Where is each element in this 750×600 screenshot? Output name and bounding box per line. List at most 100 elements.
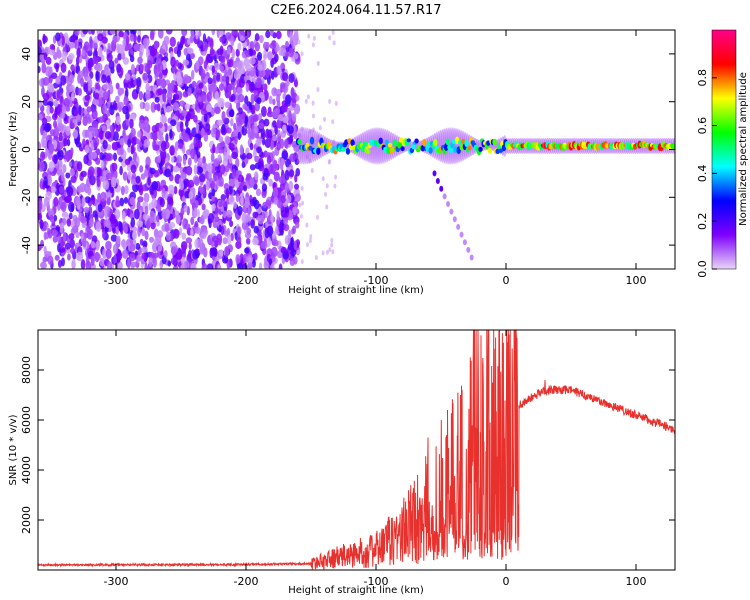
heatmap-cell xyxy=(175,59,179,67)
heatmap-cell xyxy=(186,166,192,176)
heatmap-cell xyxy=(99,130,104,140)
heatmap-cell xyxy=(44,250,51,258)
heatmap-cell xyxy=(422,138,427,147)
heatmap-cell xyxy=(109,186,114,194)
heatmap-cell xyxy=(54,254,60,261)
heatmap-cell xyxy=(262,172,269,181)
heatmap-cell xyxy=(83,206,90,213)
heatmap-cell xyxy=(209,38,214,49)
heatmap-cell xyxy=(43,52,48,60)
heatmap-cell xyxy=(93,99,99,106)
heatmap-cell xyxy=(46,104,52,116)
heatmap-cell xyxy=(163,35,170,46)
heatmap-cell xyxy=(125,117,129,126)
heatmap-cell xyxy=(184,260,190,269)
heatmap-cell xyxy=(309,136,315,145)
heatmap-cell xyxy=(252,196,257,207)
heatmap-cell xyxy=(236,226,241,238)
heatmap-cell xyxy=(272,109,279,119)
heatmap-cell xyxy=(132,73,137,81)
heatmap-cell xyxy=(122,249,129,259)
spectrogram-x-ticks: -300 -200 -100 0 100 xyxy=(104,30,647,287)
heatmap-cell xyxy=(197,56,204,66)
heatmap-cell xyxy=(145,89,151,101)
heatmap-cell xyxy=(98,116,105,123)
heatmap-cell xyxy=(105,154,111,162)
heatmap-cell xyxy=(102,248,107,259)
heatmap-cell xyxy=(125,111,130,120)
heatmap-cell xyxy=(146,164,150,171)
heatmap-cell xyxy=(110,234,118,242)
heatmap-cell xyxy=(100,191,107,202)
heatmap-cell xyxy=(87,30,92,35)
heatmap-cell xyxy=(254,155,260,163)
heatmap-cell xyxy=(378,137,383,145)
heatmap-cell xyxy=(224,165,230,173)
heatmap-cell xyxy=(62,231,67,243)
heatmap-cell xyxy=(48,143,55,155)
heatmap-cell xyxy=(68,212,73,220)
heatmap-cell xyxy=(144,205,149,215)
heatmap-cell xyxy=(459,231,464,238)
heatmap-cell xyxy=(111,224,116,233)
heatmap-cell xyxy=(287,125,294,135)
heatmap-cell xyxy=(38,213,43,221)
heatmap-cell xyxy=(244,247,250,254)
heatmap-cell xyxy=(183,204,188,213)
heatmap-cell xyxy=(88,166,95,177)
heatmap-cell xyxy=(166,105,172,113)
heatmap-cell xyxy=(176,75,183,86)
heatmap-cell xyxy=(66,218,72,227)
heatmap-cell xyxy=(182,74,190,85)
heatmap-cell xyxy=(198,173,206,183)
heatmap-cell xyxy=(121,210,126,222)
heatmap-cell xyxy=(328,35,332,41)
heatmap-cell xyxy=(84,196,91,204)
heatmap-cell xyxy=(151,130,158,142)
heatmap-cell xyxy=(66,186,74,197)
heatmap-cell xyxy=(182,90,189,98)
heatmap-cell xyxy=(220,205,225,213)
heatmap-cell xyxy=(452,216,457,223)
heatmap-cell xyxy=(446,200,451,207)
heatmap-cell xyxy=(435,178,440,185)
heatmap-cell xyxy=(267,51,273,61)
heatmap-cell xyxy=(76,47,81,58)
heatmap-cell xyxy=(235,254,241,265)
heatmap-cell xyxy=(53,154,58,165)
heatmap-cell xyxy=(142,72,148,81)
heatmap-cell xyxy=(295,221,300,229)
heatmap-cell xyxy=(198,238,204,248)
heatmap-cell xyxy=(264,138,272,149)
heatmap-cell xyxy=(333,183,337,189)
heatmap-cell xyxy=(101,125,107,132)
heatmap-cell xyxy=(280,105,287,113)
heatmap-cell xyxy=(322,116,326,122)
heatmap-cell xyxy=(133,231,137,240)
x-tick-label: -300 xyxy=(104,274,129,287)
heatmap-cell xyxy=(129,118,134,129)
heatmap-cell xyxy=(231,151,239,160)
heatmap-cell xyxy=(108,83,113,91)
heatmap-cell xyxy=(464,139,469,147)
heatmap-cell xyxy=(122,171,128,181)
heatmap-cell xyxy=(222,209,227,219)
heatmap-cell xyxy=(325,204,329,210)
heatmap-cell xyxy=(237,205,243,216)
heatmap-cell xyxy=(190,262,197,269)
heatmap-cell xyxy=(125,35,130,46)
heatmap-cell xyxy=(216,237,222,246)
heatmap-cell xyxy=(206,263,214,269)
heatmap-cell xyxy=(146,219,151,230)
heatmap-cell xyxy=(432,170,437,177)
heatmap-cell xyxy=(218,83,225,91)
heatmap-cell xyxy=(120,239,126,248)
heatmap-cell xyxy=(161,208,167,220)
heatmap-cell xyxy=(65,195,73,203)
heatmap-cell xyxy=(201,262,208,269)
heatmap-cell xyxy=(274,125,278,136)
heatmap-cell xyxy=(92,127,99,137)
heatmap-cell xyxy=(216,119,224,126)
heatmap-cell xyxy=(48,66,53,76)
heatmap-cell xyxy=(234,179,240,189)
